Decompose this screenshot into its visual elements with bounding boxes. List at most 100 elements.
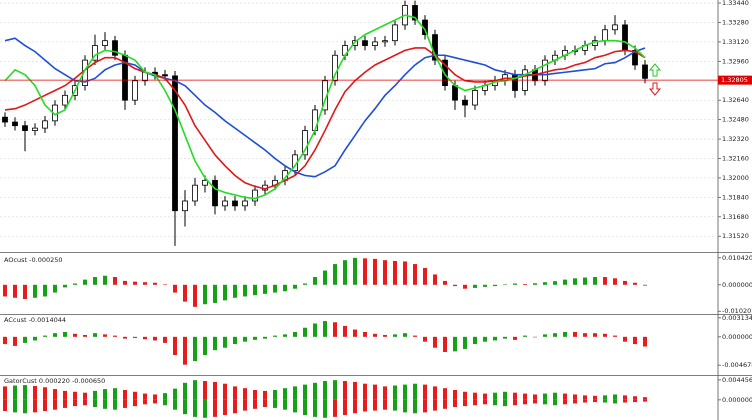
histogram-bar bbox=[203, 381, 207, 400]
histogram-bar bbox=[303, 384, 307, 400]
y-tick-label: 1.33280 bbox=[722, 18, 749, 26]
histogram-bar bbox=[583, 277, 587, 285]
candle-body bbox=[362, 40, 368, 46]
histogram-bar bbox=[483, 393, 487, 400]
histogram-bar bbox=[113, 335, 117, 337]
histogram-bar bbox=[413, 335, 417, 337]
histogram-bar bbox=[273, 335, 277, 337]
histogram-bar bbox=[203, 284, 207, 305]
histogram-bar bbox=[453, 284, 457, 287]
histogram-bar bbox=[53, 333, 57, 337]
histogram-bar bbox=[13, 284, 17, 298]
histogram-bar bbox=[13, 336, 17, 346]
histogram-bar bbox=[603, 399, 607, 403]
histogram-bar bbox=[343, 399, 347, 416]
histogram-bar bbox=[183, 336, 187, 365]
histogram-bar bbox=[523, 393, 527, 400]
candle-body bbox=[232, 200, 238, 207]
histogram-bar bbox=[353, 381, 357, 400]
y-tick-label: 0.000000 bbox=[722, 333, 752, 341]
histogram-bar bbox=[503, 336, 507, 339]
histogram-bar bbox=[73, 399, 77, 407]
histogram-bar bbox=[383, 260, 387, 285]
y-tick-label: 1.32480 bbox=[722, 116, 749, 124]
histogram-bar bbox=[143, 399, 147, 405]
y-tick-label: 1.32320 bbox=[722, 135, 749, 143]
histogram-bar bbox=[343, 260, 347, 285]
histogram-bar bbox=[283, 388, 287, 400]
histogram-bar bbox=[563, 399, 567, 405]
histogram-bar bbox=[13, 399, 17, 413]
histogram-bar bbox=[163, 284, 167, 285]
histogram-bar bbox=[43, 335, 47, 337]
histogram-bar bbox=[113, 388, 117, 400]
candle-body bbox=[332, 54, 338, 82]
y-tick-label: 1.32960 bbox=[722, 57, 749, 65]
histogram-bar bbox=[143, 282, 147, 285]
histogram-bar bbox=[313, 277, 317, 285]
histogram-bar bbox=[83, 279, 87, 285]
histogram-bar bbox=[243, 284, 247, 297]
histogram-bar bbox=[213, 381, 217, 400]
histogram-bar bbox=[543, 334, 547, 337]
histogram-bar bbox=[13, 385, 17, 400]
histogram-bar bbox=[143, 393, 147, 400]
histogram-bar bbox=[563, 393, 567, 400]
histogram-bar bbox=[513, 399, 517, 406]
histogram-bar bbox=[523, 335, 527, 337]
candle-body bbox=[242, 200, 248, 207]
histogram-bar bbox=[513, 392, 517, 400]
histogram-bar bbox=[413, 399, 417, 414]
histogram-bar bbox=[373, 384, 377, 400]
histogram-bar bbox=[233, 284, 237, 298]
histogram-bar bbox=[343, 381, 347, 400]
histogram-bar bbox=[603, 333, 607, 337]
histogram-bar bbox=[303, 399, 307, 416]
histogram-bar bbox=[103, 389, 107, 400]
histogram-bar bbox=[43, 387, 47, 400]
histogram-bar bbox=[93, 399, 97, 408]
histogram-bar bbox=[593, 399, 597, 403]
histogram-bar bbox=[483, 284, 487, 287]
candle-body bbox=[212, 179, 218, 207]
y-tick-label: 1.33440 bbox=[722, 0, 749, 7]
histogram-bar bbox=[83, 392, 87, 400]
histogram-bar bbox=[153, 336, 157, 341]
histogram-bar bbox=[363, 399, 367, 412]
candle-body bbox=[612, 24, 618, 31]
candle-body bbox=[462, 99, 468, 106]
histogram-bar bbox=[193, 284, 197, 307]
y-tick-label: 0.004456 bbox=[722, 376, 752, 384]
histogram-bar bbox=[423, 399, 427, 413]
histogram-bar bbox=[383, 386, 387, 400]
histogram-bar bbox=[243, 388, 247, 400]
histogram-bar bbox=[253, 336, 257, 340]
histogram-bar bbox=[573, 278, 577, 285]
histogram-bar bbox=[563, 279, 567, 285]
candle-body bbox=[382, 40, 388, 43]
y-tick-label: 1.31520 bbox=[722, 232, 749, 240]
histogram-bar bbox=[103, 275, 107, 285]
histogram-bar bbox=[183, 284, 187, 302]
histogram-bar bbox=[553, 281, 557, 285]
buy-arrow bbox=[648, 63, 662, 77]
histogram-bar bbox=[573, 399, 577, 404]
histogram-bar bbox=[123, 389, 127, 400]
candle-body bbox=[92, 45, 98, 61]
histogram-bar bbox=[443, 399, 447, 409]
moving-average bbox=[4, 14, 646, 200]
histogram-bar bbox=[373, 258, 377, 285]
histogram-bar bbox=[63, 399, 67, 408]
histogram-bar bbox=[73, 333, 77, 337]
histogram-bar bbox=[43, 399, 47, 412]
histogram-bar bbox=[223, 399, 227, 416]
histogram-bar bbox=[193, 380, 197, 400]
panel-title: AOcust -0.000250 bbox=[4, 256, 63, 264]
candle-body bbox=[132, 80, 138, 101]
y-tick-label: 1.32640 bbox=[722, 96, 749, 104]
candle-body bbox=[642, 64, 648, 79]
candle-body bbox=[22, 125, 28, 131]
histogram-bar bbox=[473, 399, 477, 406]
y-tick-label: 0.000000 bbox=[722, 281, 752, 289]
